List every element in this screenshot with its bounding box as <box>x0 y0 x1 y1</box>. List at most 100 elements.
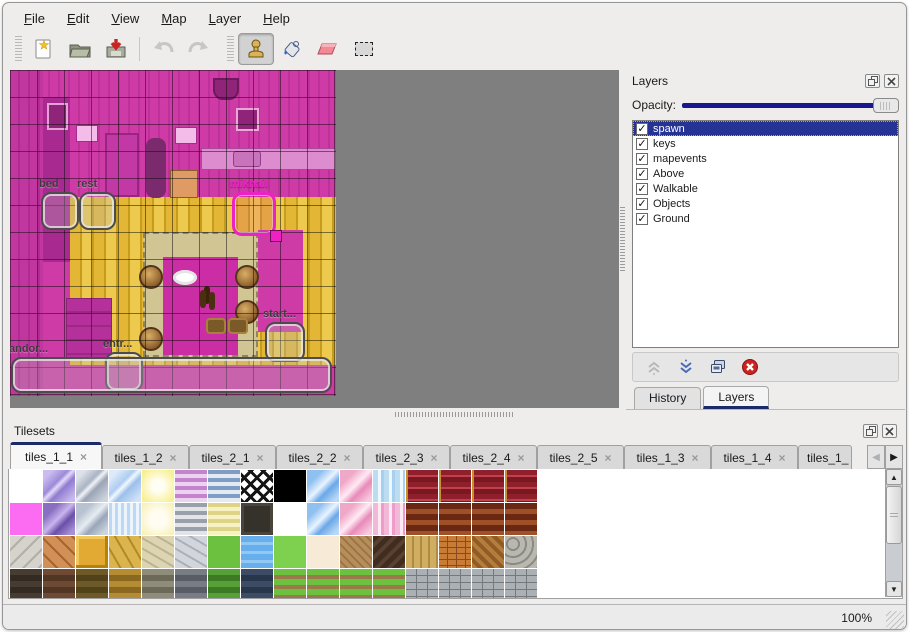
tileset-scrollbar[interactable]: ▲ ▼ <box>885 469 902 597</box>
menu-edit[interactable]: Edit <box>66 11 90 26</box>
tileset-tab-tiles_1_4[interactable]: tiles_1_4 × <box>711 445 798 469</box>
tile-wall-dark[interactable] <box>10 569 43 598</box>
tileset-tab-tiles_2_3[interactable]: tiles_2_3 × <box>363 445 450 469</box>
tile-glow-yellow[interactable] <box>142 470 175 503</box>
tile-sand[interactable] <box>307 536 340 569</box>
scroll-down-button[interactable]: ▼ <box>886 581 902 597</box>
tile-pebble-grey[interactable] <box>175 536 208 569</box>
layer-visibility-checkbox[interactable]: ✓ <box>636 152 648 165</box>
tileset-tab-tiles_1_1[interactable]: tiles_1_1 × <box>10 442 102 469</box>
layer-visibility-checkbox[interactable]: ✓ <box>636 182 648 195</box>
tile-brick-grey[interactable] <box>406 569 439 598</box>
tile-stripe-grey[interactable] <box>175 503 208 536</box>
tileset-view[interactable]: ▲ ▼ <box>8 469 903 599</box>
toolbar-drag-handle[interactable] <box>15 36 22 62</box>
undo-button[interactable] <box>145 33 181 65</box>
close-tab-icon[interactable]: × <box>691 450 699 465</box>
tile-glass-grey2[interactable] <box>76 503 109 536</box>
close-dock-button[interactable] <box>884 74 899 88</box>
close-tab-icon[interactable]: × <box>517 450 525 465</box>
layer-row-spawn[interactable]: ✓ spawn <box>633 121 898 136</box>
tileset-tab-tiles_2_5[interactable]: tiles_2_5 × <box>537 445 624 469</box>
tile-curtain-red[interactable] <box>439 470 472 503</box>
float-dock-button[interactable] <box>865 74 880 88</box>
tile-lattice[interactable] <box>241 470 274 503</box>
opacity-slider[interactable] <box>682 97 899 113</box>
map-object-bed[interactable] <box>41 192 79 230</box>
tile-stripe-yellow[interactable] <box>208 503 241 536</box>
duplicate-layer-button[interactable] <box>707 356 729 378</box>
tile-curtain-red[interactable] <box>406 470 439 503</box>
map-view[interactable]: bed rest mikhail start... entr... andor... <box>10 70 619 408</box>
tile-wall-blue[interactable] <box>241 569 274 598</box>
object-resize-handle[interactable] <box>270 230 282 242</box>
menu-file[interactable]: File <box>24 11 45 26</box>
tileset-tab-tiles_2_2[interactable]: tiles_2_2 × <box>276 445 363 469</box>
menu-help[interactable]: Help <box>263 11 290 26</box>
close-tab-icon[interactable]: × <box>343 450 351 465</box>
layer-visibility-checkbox[interactable]: ✓ <box>636 197 648 210</box>
tile-wood-red[interactable] <box>439 503 472 536</box>
tile-wall-dkgold[interactable] <box>76 569 109 598</box>
map-object-start[interactable] <box>265 322 305 362</box>
tile-glass-pink[interactable] <box>340 470 373 503</box>
tile-curtain-blue[interactable] <box>373 470 406 503</box>
tile-grass-row[interactable] <box>274 569 307 598</box>
tile-grass-row[interactable] <box>340 569 373 598</box>
dock-tab-layers[interactable]: Layers <box>703 386 770 409</box>
dock-tab-history[interactable]: History <box>634 387 702 409</box>
opacity-slider-handle[interactable] <box>873 98 899 113</box>
menu-map[interactable]: Map <box>161 11 187 26</box>
tile-grass[interactable] <box>208 536 241 569</box>
tile-glass-purple[interactable] <box>43 470 76 503</box>
close-tab-icon[interactable]: × <box>80 450 88 464</box>
scroll-tabs-right-button[interactable]: ▶ <box>885 445 903 469</box>
tile-curtain-pink[interactable] <box>373 503 406 536</box>
layer-row-Above[interactable]: ✓ Above <box>633 166 898 181</box>
tile-wood-red[interactable] <box>406 503 439 536</box>
horizontal-splitter[interactable] <box>3 408 906 420</box>
close-tab-icon[interactable]: × <box>256 450 264 465</box>
tile-brick-grey[interactable] <box>472 569 505 598</box>
toolbar-drag-handle-2[interactable] <box>227 36 234 62</box>
tile-stone-grey[interactable] <box>10 536 43 569</box>
lower-layer-button[interactable] <box>675 356 697 378</box>
float-tilesets-button[interactable] <box>863 424 878 438</box>
tile-empty[interactable] <box>10 470 43 503</box>
tile-wall-brown[interactable] <box>43 569 76 598</box>
tile-stripe-blue[interactable] <box>208 470 241 503</box>
close-tab-icon[interactable]: × <box>169 450 177 465</box>
bucket-fill-button[interactable] <box>274 33 310 65</box>
scroll-up-button[interactable]: ▲ <box>886 469 902 485</box>
tile-curtain-red[interactable] <box>505 470 538 503</box>
tile-stripe-pink[interactable] <box>175 470 208 503</box>
open-button[interactable] <box>62 33 98 65</box>
layer-visibility-checkbox[interactable]: ✓ <box>636 167 648 180</box>
tile-black[interactable] <box>274 470 307 503</box>
layer-row-Objects[interactable]: ✓ Objects <box>633 196 898 211</box>
tile-grass2[interactable] <box>274 536 307 569</box>
close-tab-icon[interactable]: × <box>430 450 438 465</box>
tileset-tab-tiles_1_2[interactable]: tiles_1_2 × <box>102 445 189 469</box>
tileset-tab-tiles_2_1[interactable]: tiles_2_1 × <box>189 445 276 469</box>
layer-visibility-checkbox[interactable]: ✓ <box>636 212 648 225</box>
tile-wood-red[interactable] <box>472 503 505 536</box>
tile-pebble-beige[interactable] <box>142 536 175 569</box>
tile-grass-row[interactable] <box>373 569 406 598</box>
map-object-mikhail[interactable] <box>232 192 282 242</box>
vertical-splitter[interactable] <box>619 70 626 408</box>
layer-row-mapevents[interactable]: ✓ mapevents <box>633 151 898 166</box>
tile-glass-pink[interactable] <box>340 503 373 536</box>
tile-glow-pale[interactable] <box>142 503 175 536</box>
layer-row-Ground[interactable]: ✓ Ground <box>633 211 898 226</box>
tile-crack-gold[interactable] <box>109 536 142 569</box>
close-tilesets-button[interactable] <box>882 424 897 438</box>
tile-grid[interactable] <box>10 470 538 598</box>
layer-row-Walkable[interactable]: ✓ Walkable <box>633 181 898 196</box>
resize-grip[interactable] <box>886 611 904 629</box>
tile-dirt[interactable] <box>340 536 373 569</box>
layer-list[interactable]: ✓ spawn ✓ keys ✓ mapevents ✓ Above ✓ Walkable ✓ Obj… <box>632 120 899 348</box>
raise-layer-button[interactable] <box>643 356 665 378</box>
eraser-button[interactable] <box>310 33 346 65</box>
layer-row-keys[interactable]: ✓ keys <box>633 136 898 151</box>
